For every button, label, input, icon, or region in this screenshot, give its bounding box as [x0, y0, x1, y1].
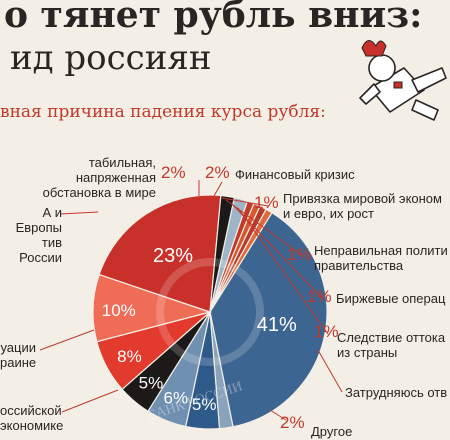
leader-line-1: [213, 181, 223, 197]
pie-slice-13: [209, 194, 236, 313]
pct-link: 1%: [254, 193, 279, 212]
leader-line-4: [231, 203, 323, 299]
label-outflow: Следствие оттока из страны: [337, 330, 446, 360]
emblem-watermark: [156, 258, 264, 366]
pie-value-label-7: 5%: [192, 395, 217, 414]
label-exchange: Биржевые операц: [336, 291, 446, 306]
leader-line-10: [61, 389, 119, 413]
label-link: Привязка мировой эконом и евро, их рост: [283, 191, 442, 221]
page-title-line2: ид россиян: [10, 38, 212, 78]
pct-exchange: 1%: [307, 287, 332, 306]
pie-value-label-5: 41%: [257, 314, 297, 336]
pct-crisis: 2%: [205, 163, 230, 182]
pct-outflow: 1%: [314, 322, 339, 341]
pie-value-label-8: 6%: [164, 389, 189, 408]
pct-other: 2%: [280, 413, 305, 432]
pie-value-label-10: 8%: [117, 347, 142, 366]
label-unsure: Затрудняюсь отв: [345, 385, 448, 400]
pie-value-label-11: 10%: [102, 301, 136, 320]
pct-policy: 1%: [287, 245, 312, 264]
label-ukraine: уации раине: [0, 340, 37, 370]
pie-slice-5: [209, 211, 328, 428]
label-usa-europe: А и Европы тив России: [15, 205, 62, 265]
chart-subtitle: вная причина падения курса рубля:: [0, 102, 326, 122]
pie-value-label-9: 5%: [139, 374, 164, 393]
astronaut-illustration: [359, 40, 447, 121]
leader-line-6: [317, 349, 343, 393]
label-crisis: Финансовый кризис: [235, 167, 355, 182]
label-economy: оссийской экономике: [0, 403, 64, 433]
pct-unstable: 2%: [161, 163, 186, 182]
label-other: Другое: [311, 424, 353, 439]
pie-slice-12: [98, 194, 222, 313]
label-unstable: табильная, напряженная обстановка в мире: [42, 155, 156, 200]
pie-value-label-12: 23%: [153, 245, 193, 267]
label-policy: Неправильная полити правительства: [314, 243, 448, 273]
leader-line-8: [59, 211, 99, 215]
pie-slices: 41% 5%6%5% 8% 10% 23%: [92, 194, 328, 430]
leader-line-2: [221, 197, 269, 207]
leader-lines: [39, 180, 343, 421]
leader-line-5: [237, 207, 329, 335]
leader-line-7: [269, 409, 287, 421]
leader-line-9: [39, 329, 95, 351]
page-title-line1: о тянет рубль вниз:: [4, 0, 423, 36]
